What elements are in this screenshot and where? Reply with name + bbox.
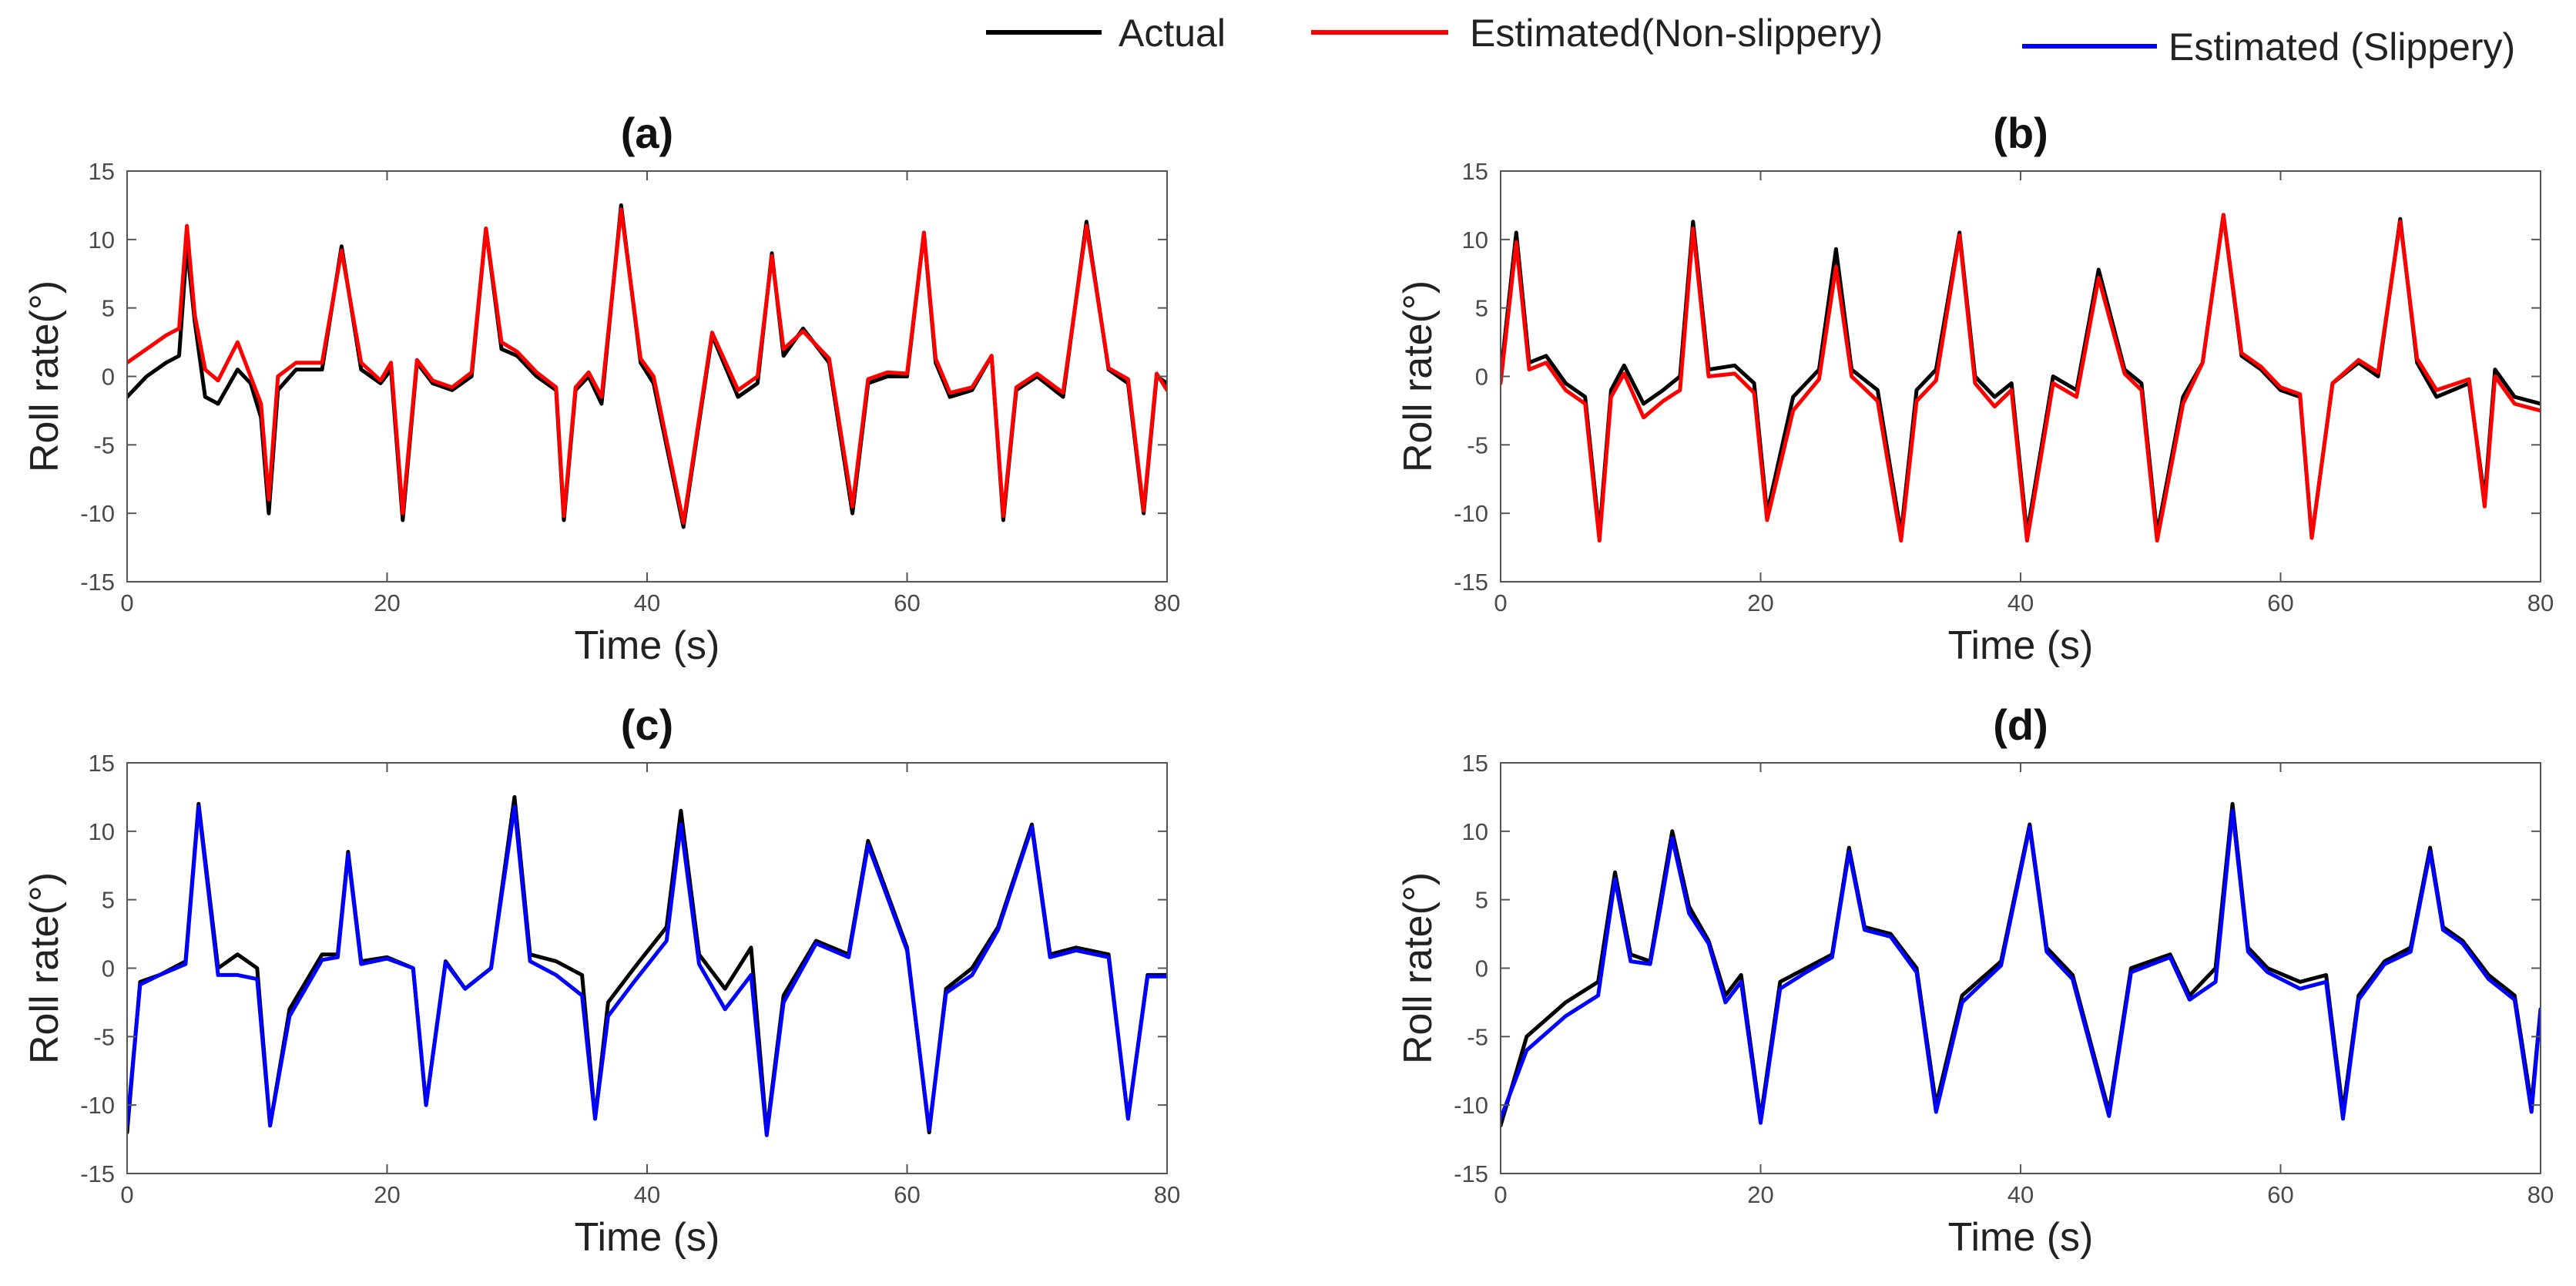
x-tick-label-c-0: 0 bbox=[120, 1181, 133, 1208]
x-axis-label-c: Time (s) bbox=[575, 1215, 720, 1260]
y-tick-label-b-6: -15 bbox=[1454, 569, 1488, 596]
panel-c: (c) 0 20 40 60 80 15 10 5 0 -5 -10 -15 Time (s) Roll r… bbox=[22, 700, 1180, 1260]
x-tick-label-d-4: 80 bbox=[2527, 1181, 2554, 1208]
x-tick-label-c-2: 40 bbox=[634, 1181, 660, 1208]
x-tick-label-c-4: 80 bbox=[1154, 1181, 1180, 1208]
y-tick-label-b-2: 5 bbox=[1475, 295, 1488, 322]
y-tick-label-c-0: 15 bbox=[89, 750, 115, 777]
y-tick-label-d-6: -15 bbox=[1454, 1160, 1488, 1187]
y-tick-label-c-6: -15 bbox=[80, 1160, 115, 1187]
y-tick-label-a-5: -10 bbox=[80, 500, 115, 527]
legend-entry-actual: Actual bbox=[986, 12, 1226, 55]
panel-title-d: (d) bbox=[1993, 700, 2048, 749]
legend: Actual Estimated(Non-slippery) Estimated… bbox=[986, 12, 2515, 69]
x-tick-label-b-2: 40 bbox=[2007, 589, 2034, 616]
x-tick-label-c-3: 60 bbox=[894, 1181, 920, 1208]
y-tick-label-c-2: 5 bbox=[102, 887, 115, 914]
plot-frame-d bbox=[1500, 762, 2541, 1174]
y-tick-label-a-1: 10 bbox=[89, 227, 115, 254]
y-axis-label-d: Roll rate(°) bbox=[1396, 872, 1441, 1064]
y-axis-label-a: Roll rate(°) bbox=[22, 280, 67, 472]
x-axis-label-b: Time (s) bbox=[1948, 623, 2094, 668]
panels: (a) 0 20 40 60 80 15 10 5 0 -5 -10 -15 Time (s) Roll r… bbox=[22, 109, 2554, 1260]
panel-title-c: (c) bbox=[621, 700, 673, 749]
y-axis-label-c: Roll rate(°) bbox=[22, 872, 67, 1064]
y-tick-label-b-4: -5 bbox=[1467, 431, 1488, 458]
series-group-c bbox=[127, 794, 1167, 1137]
y-tick-label-c-1: 10 bbox=[89, 818, 115, 845]
y-tick-label-a-6: -15 bbox=[80, 569, 115, 596]
series-line-estimated-slippery-d bbox=[1501, 808, 2541, 1125]
legend-label-estimated-slippery: Estimated (Slippery) bbox=[2168, 25, 2515, 69]
y-tick-label-d-1: 10 bbox=[1462, 818, 1488, 845]
series-group-a bbox=[127, 203, 1167, 529]
panel-d: (d) 0 20 40 60 80 15 10 5 0 -5 -10 -15 Time (s) Roll r… bbox=[1396, 700, 2554, 1260]
y-tick-label-d-2: 5 bbox=[1475, 887, 1488, 914]
x-tick-label-b-3: 60 bbox=[2267, 589, 2293, 616]
legend-label-actual: Actual bbox=[1119, 12, 1226, 55]
series-group-d bbox=[1501, 801, 2541, 1128]
y-tick-label-a-4: -5 bbox=[93, 431, 115, 458]
x-tick-label-d-0: 0 bbox=[1494, 1181, 1507, 1208]
x-tick-label-b-1: 20 bbox=[1747, 589, 1773, 616]
x-tick-label-a-0: 0 bbox=[120, 589, 133, 616]
panel-b: (b) 0 20 40 60 80 15 10 5 0 -5 -10 -15 Time (s) Roll r… bbox=[1396, 109, 2554, 668]
x-tick-label-c-1: 20 bbox=[374, 1181, 400, 1208]
panel-a: (a) 0 20 40 60 80 15 10 5 0 -5 -10 -15 Time (s) Roll r… bbox=[22, 109, 1180, 668]
series-group-b bbox=[1501, 213, 2541, 543]
series-line-estimated-non-slippery-a bbox=[127, 207, 1167, 525]
y-tick-label-d-3: 0 bbox=[1475, 955, 1488, 982]
series-line-actual-b bbox=[1501, 213, 2541, 540]
y-tick-label-b-3: 0 bbox=[1475, 364, 1488, 391]
x-axis-label-a: Time (s) bbox=[575, 623, 720, 668]
y-tick-label-d-0: 15 bbox=[1462, 750, 1488, 777]
x-tick-label-d-1: 20 bbox=[1747, 1181, 1773, 1208]
legend-label-estimated-non-slippery: Estimated(Non-slippery) bbox=[1470, 12, 1883, 55]
x-tick-label-b-4: 80 bbox=[2527, 589, 2554, 616]
panel-title-a: (a) bbox=[621, 109, 673, 157]
x-tick-label-a-2: 40 bbox=[634, 589, 660, 616]
y-tick-label-a-0: 15 bbox=[89, 158, 115, 185]
x-tick-label-d-2: 40 bbox=[2007, 1181, 2034, 1208]
x-tick-label-a-1: 20 bbox=[374, 589, 400, 616]
y-tick-label-c-5: -10 bbox=[80, 1092, 115, 1119]
y-tick-label-c-4: -5 bbox=[93, 1023, 115, 1050]
y-tick-label-d-4: -5 bbox=[1467, 1023, 1488, 1050]
plot-frame-b bbox=[1500, 170, 2541, 583]
x-tick-label-b-0: 0 bbox=[1494, 589, 1507, 616]
x-tick-label-d-3: 60 bbox=[2267, 1181, 2293, 1208]
y-tick-label-c-3: 0 bbox=[102, 955, 115, 982]
y-tick-label-a-3: 0 bbox=[102, 364, 115, 391]
y-tick-label-a-2: 5 bbox=[102, 295, 115, 322]
legend-entry-estimated-non-slippery: Estimated(Non-slippery) bbox=[1311, 12, 1883, 55]
legend-entry-estimated-slippery: Estimated (Slippery) bbox=[2022, 25, 2515, 69]
x-tick-label-a-3: 60 bbox=[894, 589, 920, 616]
y-axis-label-b: Roll rate(°) bbox=[1396, 280, 1441, 472]
y-tick-label-b-1: 10 bbox=[1462, 227, 1488, 254]
series-line-estimated-non-slippery-b bbox=[1501, 213, 2541, 543]
panel-title-b: (b) bbox=[1993, 109, 2048, 157]
series-line-estimated-slippery-c bbox=[127, 804, 1167, 1137]
x-axis-label-d: Time (s) bbox=[1948, 1215, 2094, 1260]
y-tick-label-b-0: 15 bbox=[1462, 158, 1488, 185]
x-tick-label-a-4: 80 bbox=[1154, 589, 1180, 616]
y-tick-label-d-5: -10 bbox=[1454, 1092, 1488, 1119]
y-tick-label-b-5: -10 bbox=[1454, 500, 1488, 527]
